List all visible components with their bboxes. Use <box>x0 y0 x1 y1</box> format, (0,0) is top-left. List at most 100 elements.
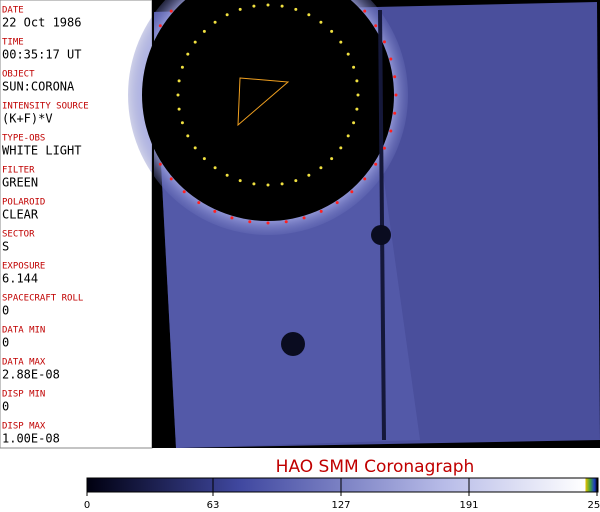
field-label: EXPOSURE <box>2 262 45 272</box>
dot <box>213 20 217 24</box>
edge <box>152 0 154 448</box>
dot <box>169 9 173 13</box>
dot <box>389 57 393 61</box>
field-label: DISP MIN <box>2 390 45 400</box>
dot <box>355 107 359 111</box>
dot <box>180 65 184 69</box>
dot <box>319 20 323 24</box>
dots <box>158 3 398 225</box>
dot <box>266 3 270 7</box>
field-value: 0 <box>2 400 9 414</box>
dot <box>213 209 217 213</box>
dot <box>307 13 311 17</box>
dot <box>330 29 334 33</box>
dot <box>294 7 298 11</box>
dot <box>302 216 306 220</box>
dot <box>330 157 334 161</box>
field-label: TIME <box>2 38 24 48</box>
field-value: 1.00E-08 <box>2 432 60 446</box>
dot <box>294 179 298 183</box>
field-value: SUN:CORONA <box>2 80 75 94</box>
dot <box>350 190 354 194</box>
dot <box>248 220 252 224</box>
dot <box>180 121 184 125</box>
field-value: 22 Oct 1986 <box>2 16 81 30</box>
dot <box>158 24 162 28</box>
dot <box>186 52 190 56</box>
dot <box>319 166 323 170</box>
colorbar-label: 191 <box>459 500 478 511</box>
dot <box>202 29 206 33</box>
dot <box>182 190 186 194</box>
dot <box>284 220 288 224</box>
dot <box>352 121 356 125</box>
dot <box>363 177 367 181</box>
dot <box>186 134 190 138</box>
dot <box>266 183 270 187</box>
field-label: OBJECT <box>2 70 35 80</box>
dot <box>346 134 350 138</box>
colorbar-label: 255 <box>587 500 600 511</box>
field-label: POLAROID <box>2 198 45 208</box>
dot <box>374 162 378 166</box>
colorbar-label: 63 <box>207 500 220 511</box>
dot <box>374 24 378 28</box>
dot <box>389 129 393 133</box>
dot <box>280 4 284 8</box>
dot <box>176 93 180 97</box>
dot <box>158 162 162 166</box>
field-label: DATA MIN <box>2 326 45 336</box>
colorbar <box>86 477 599 493</box>
dot <box>213 166 217 170</box>
dot <box>193 146 197 150</box>
dot <box>230 216 234 220</box>
dot <box>393 111 397 115</box>
dot <box>382 146 386 150</box>
dot <box>363 9 367 13</box>
dot <box>355 79 359 83</box>
field-value: GREEN <box>2 176 38 190</box>
dot <box>225 173 229 177</box>
field-value: 00:35:17 UT <box>2 48 81 62</box>
colorbar-label: 127 <box>331 500 350 511</box>
field-value: (K+F)*V <box>2 112 53 126</box>
dot <box>382 40 386 44</box>
field-label: INTENSITY SOURCE <box>2 102 89 112</box>
field-label: DATA MAX <box>2 358 46 368</box>
info-panel <box>0 0 153 449</box>
field-label: FILTER <box>2 166 35 176</box>
dot <box>339 146 343 150</box>
dot <box>238 7 242 11</box>
dot <box>394 93 398 97</box>
dot <box>319 209 323 213</box>
dot <box>352 65 356 69</box>
dot <box>238 179 242 183</box>
dot <box>197 201 201 205</box>
dot <box>280 182 284 186</box>
dot <box>307 173 311 177</box>
field-label: DISP MAX <box>2 422 46 432</box>
dot <box>339 40 343 44</box>
occulter <box>142 0 394 221</box>
dot <box>252 4 256 8</box>
field-value: S <box>2 240 9 254</box>
field-label: SPACECRAFT ROLL <box>2 294 83 304</box>
dot <box>169 177 173 181</box>
title: HAO SMM Coronagraph <box>276 457 475 477</box>
field-value: 0 <box>2 304 9 318</box>
dot <box>202 157 206 161</box>
blob <box>281 332 305 356</box>
dot <box>193 40 197 44</box>
triangle <box>237 77 290 127</box>
field-value: 6.144 <box>2 272 38 286</box>
dot <box>252 182 256 186</box>
field-label: DATE <box>2 6 24 16</box>
dot <box>177 107 181 111</box>
dot <box>177 79 181 83</box>
field-value: WHITE LIGHT <box>2 144 81 158</box>
field-value: 2.88E-08 <box>2 368 60 382</box>
dot <box>335 201 339 205</box>
blob <box>371 225 391 245</box>
dot <box>393 75 397 79</box>
